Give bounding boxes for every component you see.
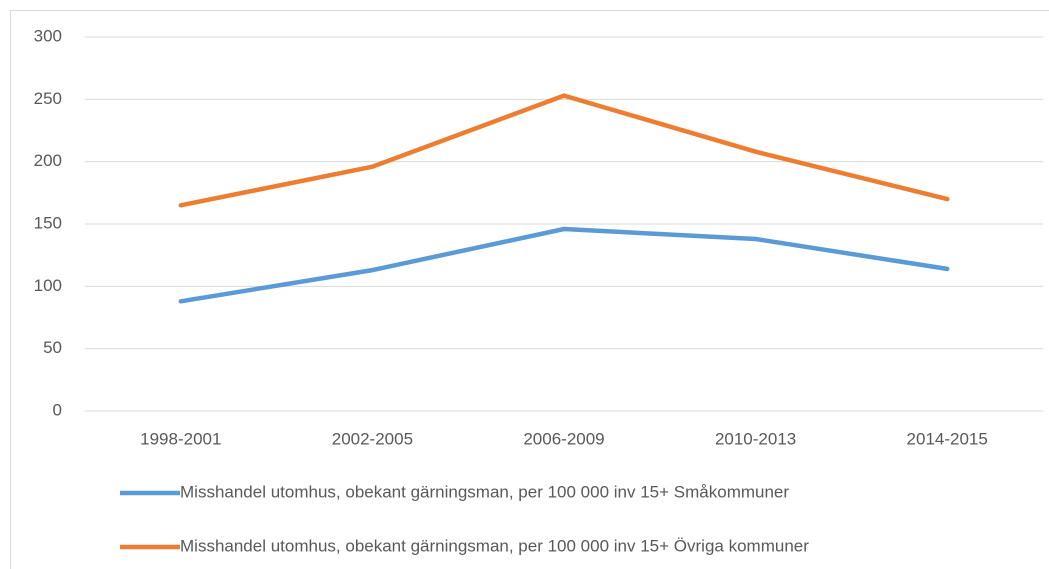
x-tick-label: 2010-2013 [715,429,796,448]
y-tick-label: 300 [34,26,62,45]
x-tick-label: 2014-2015 [907,429,988,448]
y-tick-label: 200 [34,151,62,170]
legend-label: Misshandel utomhus, obekant gärningsman,… [180,482,789,501]
series-line [178,226,950,304]
x-tick-label: 2006-2009 [523,429,604,448]
y-tick-label: 100 [34,276,62,295]
series-line [178,93,950,208]
y-tick-label: 250 [34,89,62,108]
legend-label: Misshandel utomhus, obekant gärningsman,… [180,536,809,555]
x-tick-label: 2002-2005 [332,429,413,448]
x-tick-label: 1998-2001 [140,429,221,448]
y-tick-label: 50 [43,338,62,357]
y-tick-label: 0 [53,400,62,419]
y-tick-label: 150 [34,213,62,232]
chart-border [10,10,1049,569]
